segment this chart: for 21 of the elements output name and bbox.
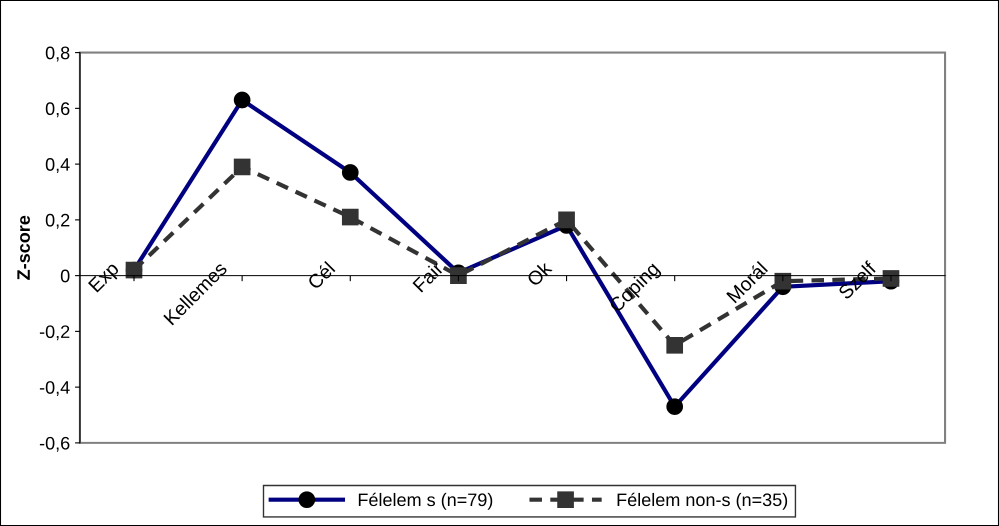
y-tick-label: -0,2 (40, 325, 70, 340)
y-tick-label: 0,8 (46, 46, 70, 62)
y-tick-label: -0,6 (40, 436, 70, 452)
legend-label: Félelem s (n=79) (358, 492, 492, 510)
x-tick-label: Cél (306, 260, 336, 290)
point (558, 212, 575, 228)
x-tick-label: Ok (526, 260, 553, 288)
point (882, 270, 900, 287)
x-tick-label: Fair (412, 260, 444, 293)
point (666, 336, 684, 354)
y-tick-label: -0,4 (40, 381, 70, 396)
point (342, 208, 359, 226)
y-tick-label: 0,2 (46, 214, 70, 229)
x-tick-label: Exp (88, 261, 122, 296)
y-tick-label: 0 (60, 270, 70, 282)
y-tick-label: 0,4 (46, 158, 70, 173)
y-tick-label: 0,6 (46, 102, 70, 118)
y-axis-title: Z-score (17, 216, 30, 280)
legend-label: Félelem non-s (n=35) (618, 492, 788, 510)
point (234, 158, 250, 176)
point (774, 272, 792, 290)
